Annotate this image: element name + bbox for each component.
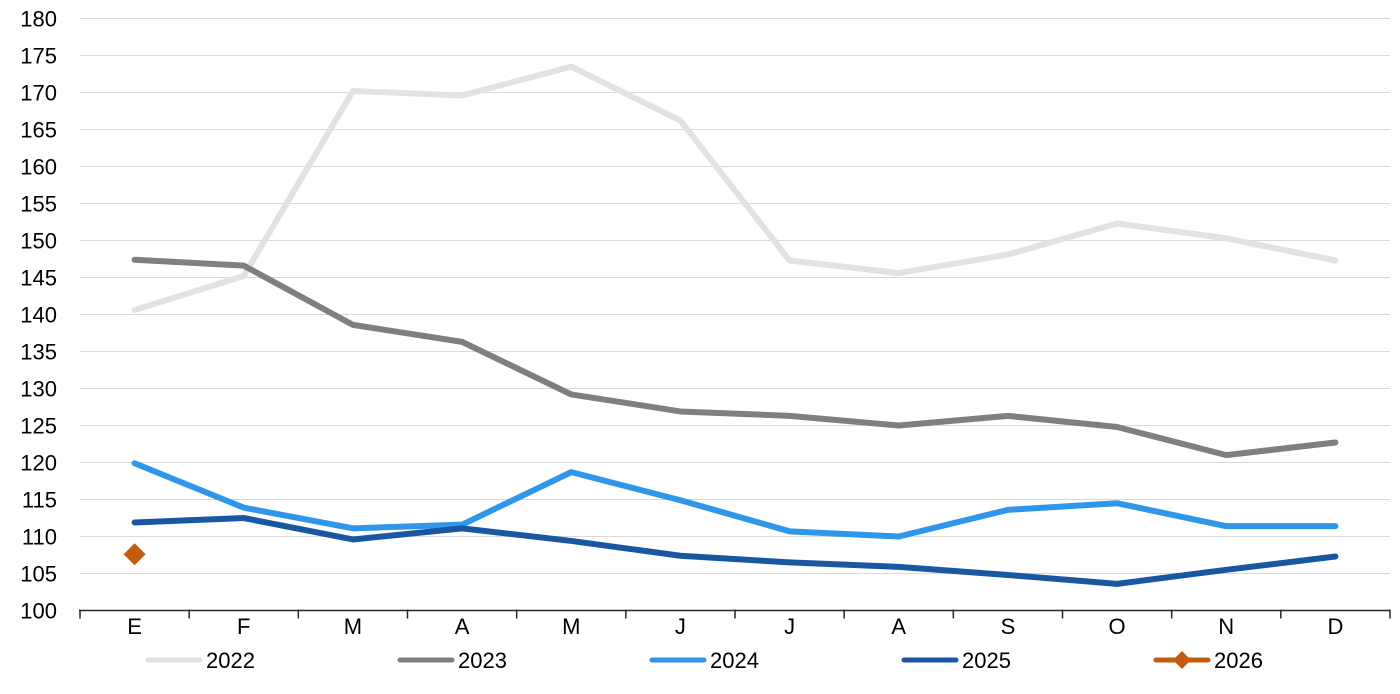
series-lines — [123, 63, 1339, 587]
x-axis-tick-label: A — [891, 614, 906, 639]
y-axis-tick-label: 105 — [20, 562, 57, 587]
legend-label: 2025 — [962, 648, 1011, 673]
x-axis-tick-label: S — [1001, 614, 1016, 639]
series-line-2025 — [131, 515, 1339, 587]
series-line-2024 — [131, 460, 1339, 540]
legend-item-2025: 2025 — [901, 648, 1011, 673]
legend-item-2026: 2026 — [1153, 648, 1263, 673]
x-axis — [79, 609, 1391, 619]
gridlines — [80, 18, 1390, 574]
x-axis-tick-label: A — [455, 614, 470, 639]
series-marker-2026 — [123, 543, 146, 566]
x-axis-tick-label: M — [562, 614, 580, 639]
y-axis-tick-label: 125 — [20, 414, 57, 439]
series-line-2023 — [131, 256, 1339, 459]
y-axis-tick-label: 135 — [20, 340, 57, 365]
y-axis-tick-label: 160 — [20, 155, 57, 180]
y-axis-tick-label: 165 — [20, 118, 57, 143]
legend-label: 2022 — [206, 648, 255, 673]
x-axis-tick-label: O — [1109, 614, 1126, 639]
legend-item-2022: 2022 — [145, 648, 255, 673]
y-axis-tick-label: 130 — [20, 377, 57, 402]
x-axis-tick-label: J — [784, 614, 795, 639]
x-axis-tick-label: M — [344, 614, 362, 639]
series-line-2022 — [131, 63, 1339, 314]
legend: 2022 2023 2024 2025 2026 — [145, 648, 1263, 673]
y-axis-tick-label: 140 — [20, 303, 57, 328]
y-axis-tick-label: 100 — [20, 599, 57, 624]
y-axis-labels: 100 105 110 115 120 125 130 135 140 145 150 155 160 1… — [20, 7, 57, 624]
legend-item-2024: 2024 — [649, 648, 759, 673]
y-axis-tick-label: 120 — [20, 451, 57, 476]
y-axis-tick-label: 115 — [22, 488, 57, 513]
legend-label: 2023 — [458, 648, 507, 673]
legend-label: 2026 — [1214, 648, 1263, 673]
legend-label: 2024 — [710, 648, 759, 673]
y-axis-tick-label: 180 — [20, 7, 57, 32]
x-axis-tick-label: J — [675, 614, 686, 639]
y-axis-tick-label: 155 — [20, 192, 57, 217]
x-axis-tick-label: E — [127, 614, 142, 639]
legend-item-2023: 2023 — [397, 648, 507, 673]
legend-marker-diamond — [1173, 651, 1191, 669]
y-axis-tick-label: 175 — [20, 44, 57, 69]
y-axis-tick-label: 110 — [22, 525, 57, 550]
x-axis-tick-label: D — [1327, 614, 1343, 639]
y-axis-tick-label: 150 — [20, 229, 57, 254]
y-axis-tick-label: 145 — [20, 266, 57, 291]
y-axis-tick-label: 170 — [20, 81, 57, 106]
x-axis-tick-label: F — [237, 614, 250, 639]
x-axis-tick-label: N — [1218, 614, 1234, 639]
